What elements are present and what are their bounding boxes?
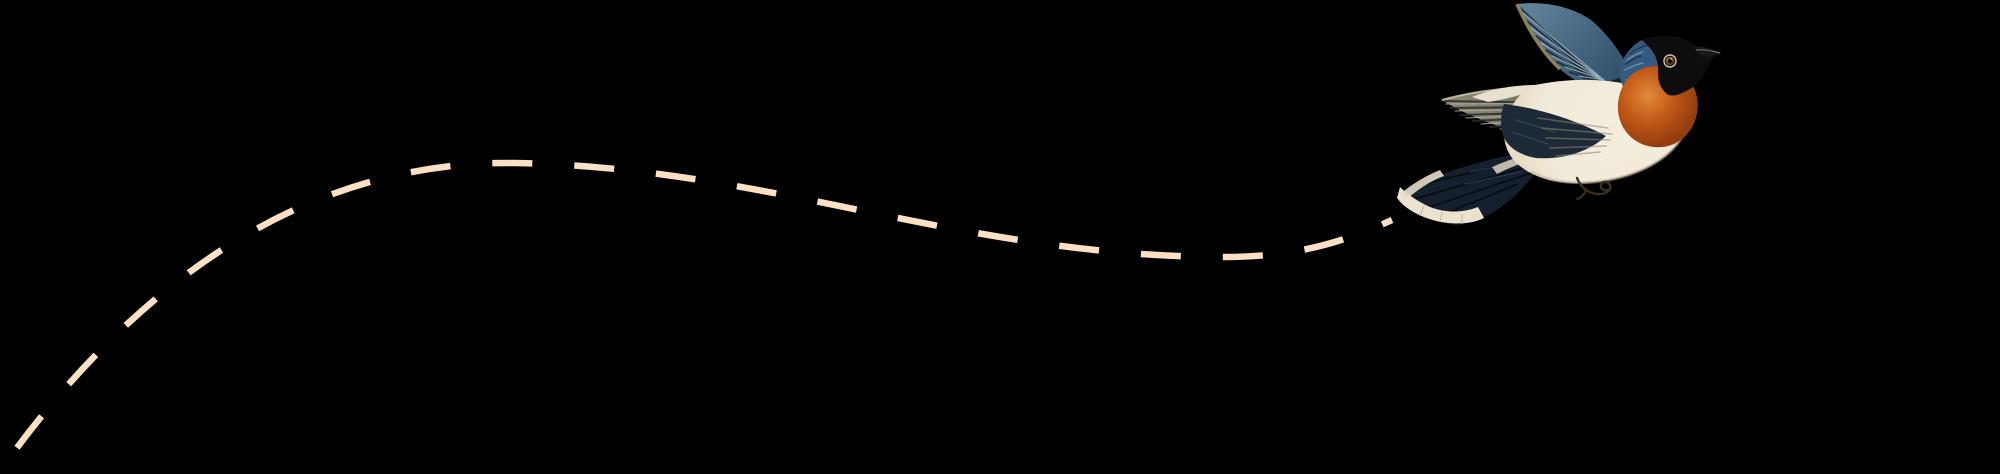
bird-face-mask (1642, 36, 1712, 96)
bird-belly-shadow (1530, 135, 1684, 185)
bird-beak (1694, 46, 1722, 64)
bird-raised-wing (1515, 3, 1634, 91)
swallow-illustration (1397, 3, 1722, 225)
bird-body (1501, 79, 1686, 185)
flight-path-dashed-line (0, 159, 1394, 474)
bird-wing-overlap-striations (1537, 117, 1613, 157)
bird-foot (1575, 176, 1612, 200)
bird-wing-leading-edge (1515, 3, 1562, 71)
bird-eye (1663, 54, 1677, 68)
